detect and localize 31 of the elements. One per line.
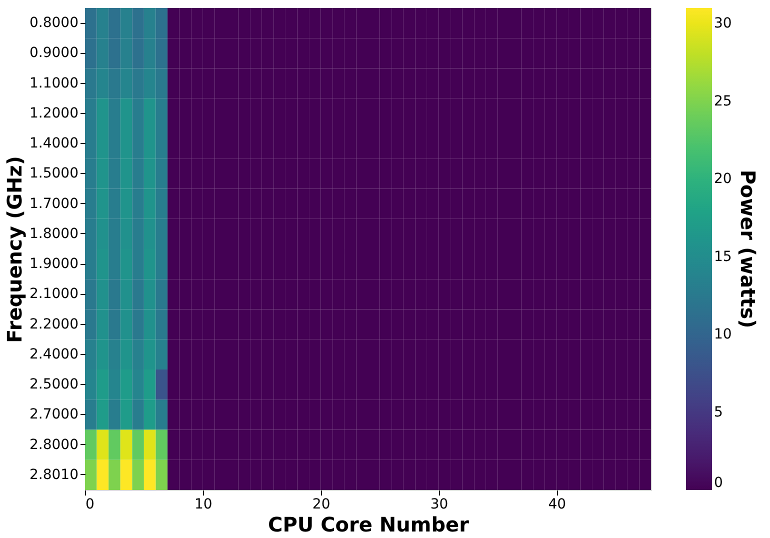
x-axis-title: CPU Core Number [268,512,470,536]
y-tick-label: 2.7000 [30,406,78,423]
y-tick-label: 1.5000 [30,166,78,182]
x-tick-label: 30 [430,496,448,512]
x-tick-label: 40 [548,496,566,512]
y-tick-label: 1.1000 [30,75,78,92]
y-tick-label: 2.5000 [30,376,78,393]
y-tick-label: 1.4000 [30,136,78,152]
color-bar-label: 15 [714,248,732,265]
y-tick-label: 1.2000 [30,105,78,122]
y-tick-label: 1.7000 [30,196,78,212]
y-tick-label: 2.2000 [30,316,78,332]
color-bar-title: Power (watts) [736,170,760,328]
y-tick-label: 2.1000 [30,286,78,302]
x-tick-label: 0 [86,496,94,512]
color-bar-label: 5 [714,404,723,420]
y-tick-label: 2.8000 [30,436,78,453]
y-tick-label: 2.4000 [30,346,78,362]
y-tick-label: 1.9000 [30,256,78,272]
x-tick-label: 20 [312,496,330,512]
color-bar-label: 30 [714,16,732,32]
y-tick-label: 0.8000 [30,15,78,32]
color-bar-label: 0 [714,475,723,491]
color-bar-label: 20 [714,171,732,188]
y-axis-title: Frequency (GHz) [2,156,27,344]
color-bar-label: 10 [714,326,732,343]
color-bar-label: 25 [714,93,732,110]
y-tick-label: 1.8000 [30,226,78,242]
y-tick-label: 0.9000 [30,45,78,62]
x-tick-label: 10 [194,496,212,512]
y-tick-label: 2.8010 [30,466,78,483]
